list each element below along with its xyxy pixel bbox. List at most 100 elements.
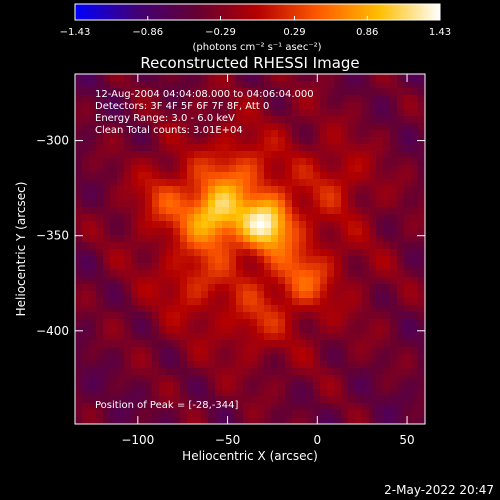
heatmap-cell <box>327 179 335 187</box>
heatmap-cell <box>138 326 146 334</box>
heatmap-cell <box>383 207 391 215</box>
heatmap-cell <box>376 74 384 82</box>
heatmap-cell <box>369 130 377 138</box>
heatmap-cell <box>229 410 237 418</box>
heatmap-cell <box>208 137 216 145</box>
heatmap-cell <box>215 235 223 243</box>
heatmap-cell <box>124 305 132 313</box>
heatmap-cell <box>159 298 167 306</box>
heatmap-cell <box>397 200 405 208</box>
heatmap-cell <box>82 382 90 390</box>
heatmap-cell <box>222 151 230 159</box>
heatmap-cell <box>208 389 216 397</box>
heatmap-cell <box>306 410 314 418</box>
heatmap-cell <box>390 312 398 320</box>
heatmap-cell <box>152 172 160 180</box>
heatmap-cell <box>201 74 209 82</box>
heatmap-cell <box>131 242 139 250</box>
heatmap-cell <box>404 151 412 159</box>
heatmap-cell <box>110 298 118 306</box>
heatmap-cell <box>103 193 111 201</box>
heatmap-cell <box>82 333 90 341</box>
heatmap-cell <box>152 165 160 173</box>
heatmap-cell <box>348 389 356 397</box>
heatmap-cell <box>117 305 125 313</box>
heatmap-cell <box>285 375 293 383</box>
heatmap-cell <box>334 403 342 411</box>
heatmap-cell <box>313 172 321 180</box>
heatmap-cell <box>257 151 265 159</box>
heatmap-cell <box>404 354 412 362</box>
heatmap-cell <box>271 123 279 131</box>
heatmap-cell <box>411 326 419 334</box>
heatmap-cell <box>215 151 223 159</box>
heatmap-cell <box>306 137 314 145</box>
heatmap-cell <box>152 228 160 236</box>
heatmap-cell <box>152 242 160 250</box>
heatmap-cell <box>299 417 307 425</box>
heatmap-cell <box>236 144 244 152</box>
heatmap-cell <box>264 284 272 292</box>
heatmap-cell <box>411 403 419 411</box>
heatmap-cell <box>250 270 258 278</box>
heatmap-cell <box>299 186 307 194</box>
heatmap-cell <box>250 207 258 215</box>
heatmap-cell <box>257 186 265 194</box>
heatmap-cell <box>376 291 384 299</box>
heatmap-cell <box>229 249 237 257</box>
heatmap-cell <box>236 228 244 236</box>
heatmap-cell <box>103 158 111 166</box>
heatmap-cell <box>313 102 321 110</box>
heatmap-cell <box>250 340 258 348</box>
heatmap-cell <box>152 368 160 376</box>
heatmap-cell <box>355 242 363 250</box>
heatmap-cell <box>348 312 356 320</box>
heatmap-cell <box>369 137 377 145</box>
heatmap-cell <box>236 417 244 425</box>
heatmap-cell <box>110 186 118 194</box>
heatmap-cell <box>250 172 258 180</box>
heatmap-cell <box>327 81 335 89</box>
heatmap-cell <box>89 88 97 96</box>
heatmap-cell <box>82 298 90 306</box>
heatmap-cell <box>306 165 314 173</box>
heatmap-cell <box>341 102 349 110</box>
heatmap-cell <box>355 410 363 418</box>
heatmap-cell <box>103 410 111 418</box>
heatmap-cell <box>124 368 132 376</box>
heatmap-cell <box>145 95 153 103</box>
heatmap-cell <box>376 228 384 236</box>
heatmap-cell <box>138 109 146 117</box>
heatmap-cell <box>257 179 265 187</box>
heatmap-cell <box>229 333 237 341</box>
heatmap-cell <box>264 158 272 166</box>
heatmap-cell <box>390 277 398 285</box>
heatmap-cell <box>411 88 419 96</box>
heatmap-cell <box>334 151 342 159</box>
heatmap-cell <box>159 179 167 187</box>
heatmap-cell <box>82 116 90 124</box>
heatmap-cell <box>82 417 90 425</box>
heatmap-cell <box>362 319 370 327</box>
heatmap-cell <box>404 228 412 236</box>
heatmap-cell <box>75 109 83 117</box>
heatmap-cell <box>341 340 349 348</box>
heatmap-cell <box>145 305 153 313</box>
heatmap-cell <box>292 291 300 299</box>
heatmap-cell <box>243 228 251 236</box>
heatmap-cell <box>138 354 146 362</box>
heatmap-cell <box>327 102 335 110</box>
heatmap-cell <box>390 354 398 362</box>
heatmap-cell <box>313 417 321 425</box>
heatmap-cell <box>397 172 405 180</box>
heatmap-cell <box>201 186 209 194</box>
heatmap-cell <box>341 172 349 180</box>
heatmap-cell <box>124 326 132 334</box>
heatmap-cell <box>250 200 258 208</box>
heatmap-cell <box>215 382 223 390</box>
heatmap-cell <box>201 242 209 250</box>
heatmap-cell <box>362 95 370 103</box>
heatmap-cell <box>369 410 377 418</box>
heatmap-cell <box>397 249 405 257</box>
heatmap-cell <box>152 382 160 390</box>
